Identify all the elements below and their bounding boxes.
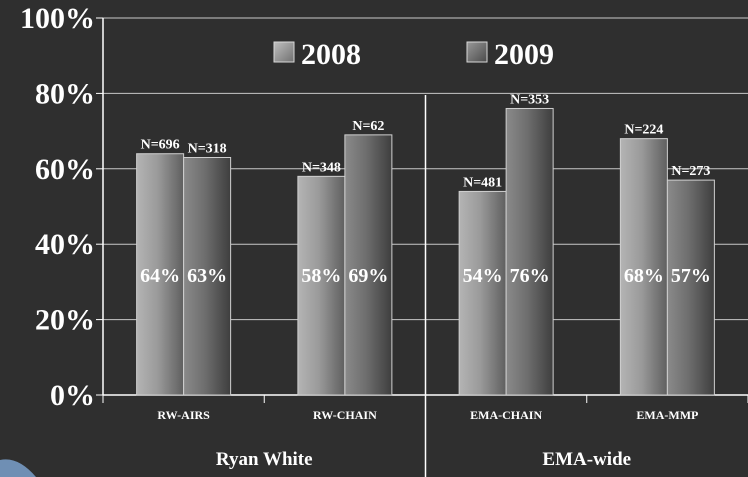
x-axis-category-labels: RW-AIRS RW-CHAIN EMA-CHAIN EMA-MMP [157,408,698,422]
bar-2008-EMA-CHAIN [458,190,507,396]
bar-2009-RW-CHAIN [344,134,393,396]
bar-2008-RW-AIRS [136,153,185,396]
data-labels: N=696 64% N=318 63% N=348 58% N=62 69% N=481 54% N… [140,92,711,287]
legend: 2008 2009 [273,38,554,71]
y-tick-label: 60% [35,153,95,186]
x-category-label: RW-CHAIN [313,408,377,422]
group-labels: Ryan White EMA-wide [216,449,631,470]
legend-swatch [273,41,295,63]
y-tick-label: 80% [35,77,95,110]
y-tick-label: 100% [20,2,95,35]
bars [136,107,715,396]
n-label: N=481 [463,175,502,190]
group-label: EMA-wide [542,449,631,470]
value-label: 68% [624,265,664,287]
value-label: 54% [463,265,503,287]
x-category-label: EMA-CHAIN [470,408,542,422]
x-category-label: EMA-MMP [636,408,698,422]
y-axis-tick-labels: 0% 20% 40% 60% 80% 100% [20,2,95,412]
value-label: 64% [140,265,180,287]
value-label: 69% [348,265,388,287]
bar-2008-EMA-MMP [619,138,668,396]
y-tick-label: 20% [35,304,95,337]
value-label: 57% [671,265,711,287]
bar-2009-EMA-MMP [666,179,715,396]
y-tick-label: 0% [50,379,95,412]
group-label: Ryan White [216,449,313,470]
legend-label: 2008 [301,38,361,71]
bar-2008-RW-CHAIN [297,175,346,396]
value-label: 63% [187,265,227,287]
x-category-label: RW-AIRS [157,408,210,422]
value-label: 58% [301,265,341,287]
corner-decoration [0,459,36,477]
bar-2009-RW-AIRS [183,156,232,396]
corner-swirl-icon [0,459,36,477]
n-label: N=224 [624,123,663,138]
value-label: 76% [510,265,550,287]
n-label: N=273 [671,164,710,179]
n-label: N=62 [352,119,384,134]
legend-swatch [466,41,488,63]
bar-2009-EMA-CHAIN [505,107,554,396]
n-label: N=696 [141,138,180,153]
n-label: N=353 [510,92,549,107]
legend-label: 2009 [494,38,554,71]
y-tick-label: 40% [35,228,95,261]
n-label: N=318 [188,141,227,156]
n-label: N=348 [302,160,341,175]
